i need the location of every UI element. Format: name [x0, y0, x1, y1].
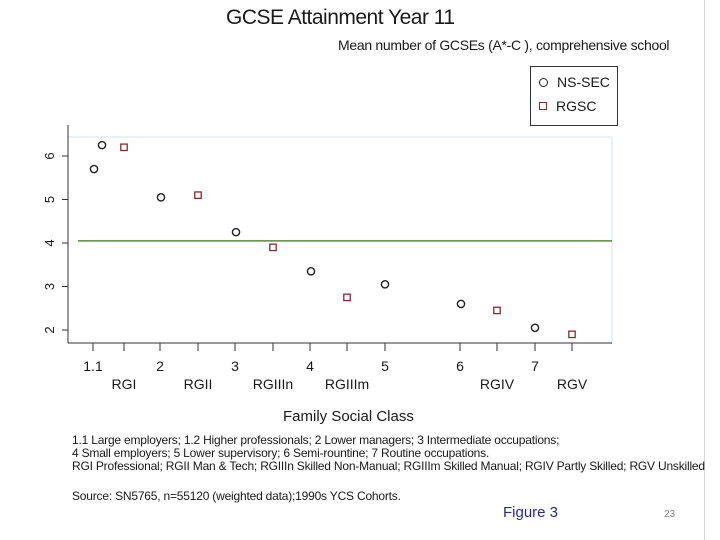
plot-area: [67, 136, 613, 344]
legend-item-ns-sec: NS-SEC: [539, 74, 610, 90]
legend: NS-SEC RGSC: [530, 66, 618, 126]
rgsc-point: [568, 330, 576, 339]
note-line: 4 Small employers; 5 Lower supervisory; …: [72, 446, 490, 460]
x-tick-label-top: 5: [381, 358, 389, 374]
legend-label: NS-SEC: [557, 74, 610, 90]
legend-label: RGSC: [556, 98, 597, 114]
y-tick-label: 3: [42, 283, 57, 290]
x-tick-label-top: 6: [456, 358, 464, 374]
square-marker-icon: [539, 102, 547, 110]
x-tick-label-bottom: RGIIIn: [253, 376, 293, 392]
chart-title: GCSE Attainment Year 11: [226, 6, 455, 29]
x-tick-label-bottom: RGIIIm: [325, 376, 369, 392]
y-tick-label: 5: [42, 196, 57, 203]
x-tick-label-bottom: RGV: [557, 376, 588, 392]
chart-subtitle: Mean number of GCSEs (A*-C ), comprehens…: [338, 37, 670, 53]
ns-sec-point: [306, 266, 316, 276]
rgsc-point: [194, 191, 202, 199]
y-tick-label: 2: [42, 326, 57, 333]
ns-sec-point: [89, 164, 99, 174]
x-axis-label: Family Social Class: [283, 408, 414, 425]
x-tick-label-top: 1.1: [83, 358, 103, 374]
figure-label: Figure 3: [503, 504, 559, 521]
circle-marker-icon: [539, 77, 548, 87]
rgsc-point: [493, 306, 501, 315]
y-tick-label: 6: [42, 152, 57, 159]
note-line: 1.1 Large employers; 1.2 Higher professi…: [72, 433, 560, 447]
note-line: RGI Professional; RGII Man & Tech; RGIII…: [72, 459, 705, 473]
x-tick-label-top: 2: [156, 358, 164, 374]
ns-sec-point: [156, 193, 166, 202]
x-tick-label-top: 7: [531, 358, 539, 374]
legend-item-rgsc: RGSC: [539, 98, 596, 114]
x-tick-label-bottom: RGIV: [480, 376, 515, 392]
ns-sec-point: [530, 323, 540, 333]
x-tick-label-bottom: RGI: [112, 376, 137, 392]
ns-sec-point: [456, 299, 466, 309]
y-tick-label: 4: [42, 239, 57, 246]
ns-sec-point: [97, 140, 107, 150]
page-number: 23: [664, 509, 676, 520]
ns-sec-point: [380, 280, 390, 289]
rgsc-point: [343, 293, 351, 302]
x-tick-label-top: 4: [306, 358, 314, 374]
x-tick-label-top: 3: [231, 358, 239, 374]
page-edge-line: [704, 0, 705, 540]
ns-sec-point: [231, 227, 241, 237]
source-text: Source: SN5765, n=55120 (weighted data);…: [72, 489, 401, 503]
rgsc-point: [120, 143, 128, 152]
notes: 1.1 Large employers; 1.2 Higher professi…: [72, 434, 705, 473]
rgsc-point: [269, 243, 277, 252]
x-tick-label-bottom: RGII: [184, 376, 213, 392]
